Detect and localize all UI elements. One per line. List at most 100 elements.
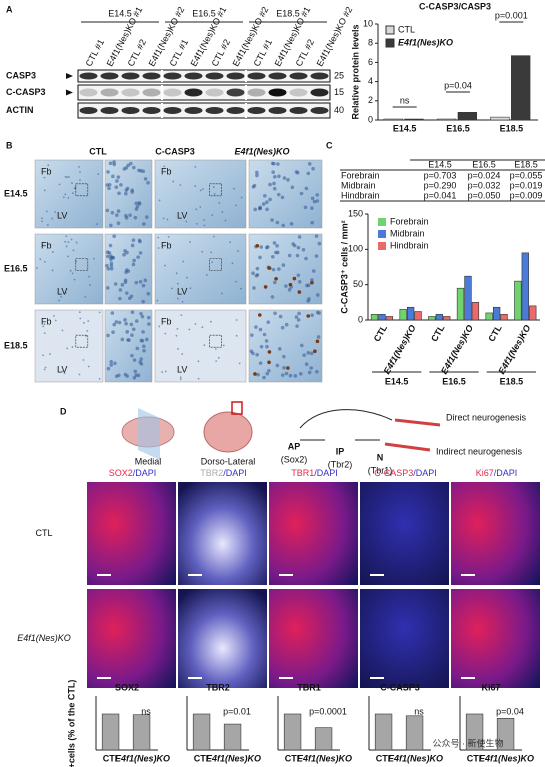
nucleus (240, 196, 243, 199)
nucleus (301, 247, 306, 252)
group-label: E18.5 (276, 8, 300, 18)
header-part: /DAPI (413, 468, 437, 478)
band (226, 72, 245, 80)
x-tick-label: E14.5 (393, 123, 417, 133)
mw-marker: 15 (334, 87, 344, 97)
nucleus (276, 192, 281, 197)
nucleus (177, 297, 179, 300)
nucleus (109, 266, 114, 271)
band (163, 72, 182, 80)
header-part: SOX2 (109, 468, 133, 478)
nucleus (311, 166, 315, 171)
bar (464, 275, 472, 321)
nucleus (67, 255, 69, 258)
nucleus (158, 199, 161, 202)
nucleus (258, 361, 263, 365)
band (268, 72, 287, 80)
bar (485, 312, 493, 321)
nucleus (109, 264, 114, 268)
nucleus (43, 332, 46, 335)
region-label: LV (177, 286, 187, 296)
bar (314, 727, 333, 751)
region-label: LV (177, 364, 187, 374)
apoptotic-cell (315, 339, 320, 344)
arrow (299, 409, 393, 429)
nucleus (272, 186, 277, 191)
nucleus (51, 251, 54, 253)
chart-title: C-CASP3 (380, 682, 420, 692)
nucleus (280, 195, 285, 200)
nucleus (221, 292, 223, 295)
legend-label: CTL (398, 24, 415, 34)
nucleus (297, 279, 302, 284)
nucleus (124, 321, 128, 326)
legend-label: Forebrain (390, 216, 429, 226)
nucleus (71, 182, 73, 185)
nucleus (315, 193, 320, 197)
nucleus (88, 284, 91, 286)
band (184, 88, 203, 97)
nucleus (117, 373, 121, 378)
table-header: E16.5 (472, 159, 496, 169)
nucleus (64, 292, 67, 294)
column-header: C-CASP3/DAPI (374, 468, 437, 478)
nucleus (271, 170, 275, 174)
table-row-name: Hindbrain (341, 190, 380, 200)
nucleus (307, 297, 311, 301)
bar (101, 713, 120, 751)
nucleus (264, 339, 269, 343)
nucleus (142, 348, 146, 353)
nucleus (270, 218, 274, 222)
nucleus (142, 344, 146, 349)
nucleus (96, 223, 99, 225)
nucleus (255, 266, 260, 271)
nucleus (277, 347, 282, 351)
nucleus (143, 278, 148, 283)
nucleus (254, 273, 259, 278)
nucleus (276, 162, 280, 166)
nucleus (237, 250, 239, 253)
nucleus (123, 318, 127, 322)
nucleus (284, 322, 289, 327)
nucleus (106, 170, 110, 174)
nucleus (197, 377, 200, 380)
annotation: ns (414, 706, 424, 716)
band (205, 107, 224, 114)
apoptotic-cell (292, 276, 297, 281)
nucleus (136, 255, 140, 259)
x-tick-label: E16.5 (446, 123, 470, 133)
nucleus (58, 183, 61, 186)
micrograph (248, 233, 323, 305)
nucleus (275, 363, 280, 368)
nucleus (258, 327, 263, 332)
table-cell: p=0.041 (424, 190, 457, 200)
band (247, 107, 266, 114)
nucleus (134, 201, 139, 206)
nucleus (120, 337, 125, 342)
legend-swatch (385, 25, 395, 35)
bar (399, 309, 407, 321)
inset-box (209, 258, 222, 271)
nucleus (310, 313, 314, 318)
nucleus (233, 187, 235, 190)
nucleus (186, 276, 188, 279)
nucleus (284, 371, 289, 376)
schematic-label: N (377, 452, 384, 462)
nucleus (116, 221, 121, 226)
nucleus (306, 171, 311, 176)
region-label: Fb (161, 166, 172, 176)
nucleus (274, 250, 278, 255)
x-tick-label: CTL (372, 323, 390, 344)
nucleus (235, 334, 238, 337)
nucleus (147, 315, 151, 320)
region-label: LV (57, 210, 67, 220)
nucleus (144, 337, 149, 342)
nucleus (138, 251, 143, 255)
nucleus (66, 176, 69, 179)
nucleus (147, 322, 151, 326)
fluorescence-image (87, 482, 176, 585)
nucleus (199, 189, 202, 192)
nucleus (43, 368, 46, 371)
bar (490, 116, 510, 121)
nucleus (36, 267, 38, 270)
